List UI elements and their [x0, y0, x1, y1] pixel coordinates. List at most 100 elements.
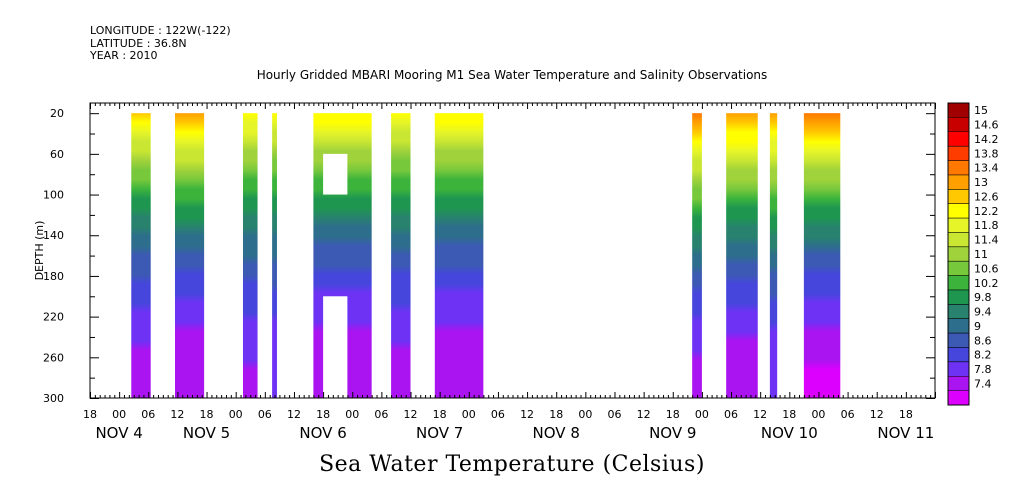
x-tick-label: 12 [404, 408, 418, 421]
colorbar-cell [948, 174, 969, 190]
colorbar-cell [948, 304, 969, 320]
x-tick-label: 18 [200, 408, 214, 421]
y-tick-label: 180 [43, 270, 64, 283]
colorbar-label: 9.8 [974, 291, 992, 304]
colorbar-label: 8.6 [974, 334, 992, 347]
y-tick-label: 300 [43, 392, 64, 405]
x-tick-label: 18 [433, 408, 447, 421]
x-tick-label: 06 [724, 408, 738, 421]
x-tick-label: 06 [374, 408, 388, 421]
colorbar-label: 7.8 [974, 363, 992, 376]
colorbar-label: 13.8 [974, 147, 999, 160]
day-label: NOV 5 [183, 424, 230, 442]
colorbar-label: 10.6 [974, 262, 999, 275]
x-tick-label: 06 [607, 408, 621, 421]
colorbar-label: 7.4 [974, 377, 992, 390]
x-tick-label: 12 [170, 408, 184, 421]
colorbar-label: 15 [974, 104, 988, 117]
y-tick-label: 220 [43, 311, 64, 324]
x-tick-label: 00 [112, 408, 126, 421]
y-tick-label: 140 [43, 229, 64, 242]
y-axis-label: DEPTH (m) [33, 221, 46, 281]
colorbar-cell [948, 117, 969, 133]
colorbar-cell [948, 361, 969, 377]
data-segment [391, 113, 411, 398]
colorbar-cell [948, 347, 969, 363]
colorbar-label: 13 [974, 176, 988, 189]
colorbar-title: Sea Water Temperature (Celsius) [319, 452, 705, 477]
data-segment [174, 113, 205, 398]
colorbar-label: 14.2 [974, 133, 999, 146]
colorbar-label: 9.4 [974, 306, 992, 319]
x-tick-label: 12 [753, 408, 767, 421]
data-segment [242, 113, 258, 398]
colorbar-cell [948, 289, 969, 305]
colorbar-label: 10.2 [974, 277, 999, 290]
data-segment [726, 113, 758, 398]
y-tick-label: 20 [50, 107, 64, 120]
colorbar-cell [948, 203, 969, 219]
colorbar-frame [947, 102, 970, 406]
data-segment [272, 113, 277, 398]
colorbar-cell [948, 318, 969, 334]
colorbar-label: 13.4 [974, 162, 999, 175]
colorbar-label: 14.6 [974, 119, 999, 132]
day-label: NOV 9 [649, 424, 696, 442]
colorbar-label: 12.6 [974, 190, 999, 203]
data-segment [692, 113, 702, 398]
colorbar-label: 11 [974, 248, 988, 261]
day-label: NOV 8 [533, 424, 580, 442]
colorbar-cell [948, 261, 969, 277]
colorbar-cell [948, 131, 969, 147]
x-tick-label: 06 [258, 408, 272, 421]
day-label: NOV 11 [877, 424, 934, 442]
y-tick-label: 60 [50, 148, 64, 161]
colorbar-label: 8.2 [974, 349, 992, 362]
longitude-label: LONGITUDE : 122W(-122) [90, 24, 231, 37]
colorbar-cell [948, 275, 969, 291]
colorbar-cell [948, 103, 969, 118]
location-metadata: LONGITUDE : 122W(-122) LATITUDE : 36.8N … [90, 24, 231, 63]
chart-title: Hourly Gridded MBARI Mooring M1 Sea Wate… [256, 68, 768, 82]
colorbar-cell [948, 376, 969, 392]
x-tick-label: 00 [229, 408, 243, 421]
x-tick-label: 12 [520, 408, 534, 421]
data-gap [323, 296, 348, 398]
x-tick-label: 12 [870, 408, 884, 421]
y-tick-label: 100 [43, 189, 64, 202]
day-label: NOV 10 [761, 424, 818, 442]
data-segment [131, 113, 151, 398]
x-tick-label: 06 [141, 408, 155, 421]
x-tick-label: 06 [491, 408, 505, 421]
x-tick-label: 18 [782, 408, 796, 421]
x-tick-label: 12 [287, 408, 301, 421]
data-segment [769, 113, 778, 398]
colorbar-cell [948, 218, 969, 233]
data-gap [323, 153, 348, 195]
colorbar-cell [948, 390, 969, 406]
colorbar-label: 11.8 [974, 219, 999, 232]
x-tick-label: 00 [345, 408, 359, 421]
year-label: YEAR : 2010 [90, 49, 158, 62]
colorbar-cell [948, 246, 969, 262]
x-tick-label: 18 [899, 408, 913, 421]
x-tick-label: 00 [811, 408, 825, 421]
x-tick-label: 18 [549, 408, 563, 421]
day-label: NOV 7 [416, 424, 463, 442]
x-tick-label: 18 [666, 408, 680, 421]
colorbar-label: 12.2 [974, 205, 999, 218]
day-label: NOV 6 [299, 424, 346, 442]
x-tick-label: 00 [578, 408, 592, 421]
colorbar-label: 11.4 [974, 234, 999, 247]
x-tick-label: 00 [462, 408, 476, 421]
colorbar-label: 9 [974, 320, 981, 333]
data-segment [434, 113, 484, 398]
latitude-label: LATITUDE : 36.8N [90, 36, 187, 50]
y-tick-label: 260 [43, 351, 64, 364]
x-tick-label: 18 [316, 408, 330, 421]
day-label: NOV 4 [95, 424, 142, 442]
colorbar-cell [948, 160, 969, 176]
colorbar-cell [948, 146, 969, 162]
x-tick-label: 06 [841, 408, 855, 421]
